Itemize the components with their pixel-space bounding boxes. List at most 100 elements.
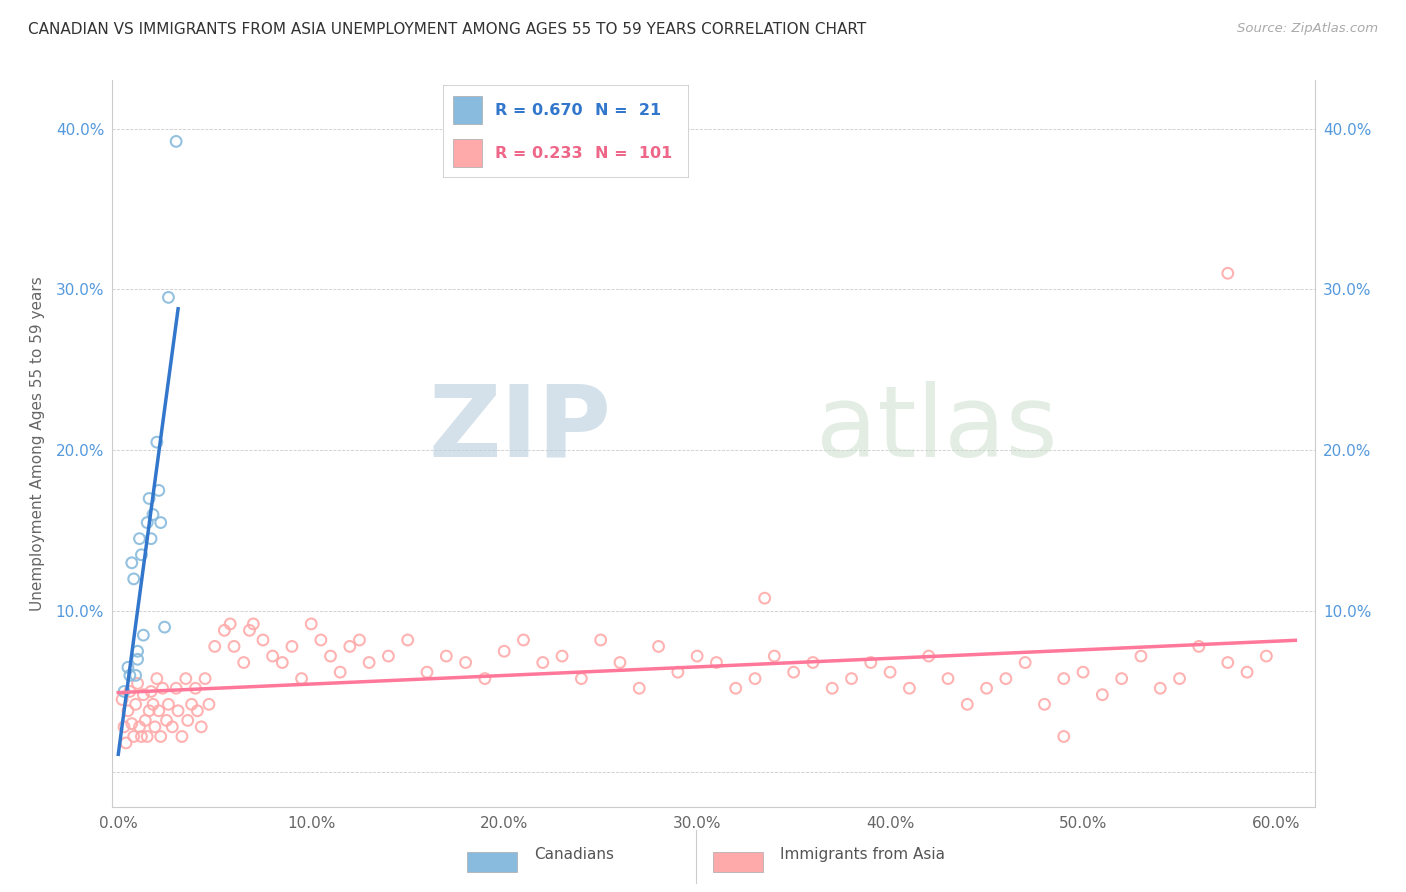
Point [122,572,145,586]
Point [127,676,149,690]
Point [1256,649,1278,664]
Point [724,681,747,696]
Point [628,681,651,696]
Point [194,672,217,686]
Point [1216,656,1239,670]
Point [454,656,477,670]
Point [1091,688,1114,702]
Point [131,548,153,562]
Point [252,632,274,647]
Point [242,616,264,631]
Point [1129,649,1152,664]
Point [127,652,149,666]
Point [1188,640,1211,654]
Point [976,681,998,696]
Point [180,698,202,712]
Bar [453,139,482,167]
Point [139,684,162,698]
Text: Immigrants from Asia: Immigrants from Asia [780,847,945,862]
Point [763,649,786,664]
Point [474,672,496,686]
Point [115,736,138,750]
Point [214,624,236,638]
Point [232,656,254,670]
Text: R = 0.670: R = 0.670 [495,103,582,118]
Point [956,698,979,712]
Point [647,640,669,654]
Text: N =  101: N = 101 [596,145,672,161]
Point [139,532,162,546]
Point [377,649,399,664]
Point [754,591,776,606]
Point [167,704,190,718]
Point [1216,266,1239,280]
Point [134,714,156,728]
Point [136,516,159,530]
Point [666,665,689,680]
Point [143,720,166,734]
Point [170,730,193,744]
Point [157,698,180,712]
Bar [467,852,517,871]
Point [121,716,143,731]
Point [309,632,332,647]
Point [162,720,184,734]
Point [132,688,155,702]
Point [744,672,766,686]
Point [782,665,804,680]
Point [339,640,361,654]
Point [117,704,139,718]
Point [131,730,153,744]
Point [1149,681,1171,696]
Point [165,681,187,696]
Point [531,656,554,670]
Point [222,640,245,654]
Point [186,704,208,718]
Point [589,632,612,647]
Point [219,616,242,631]
Point [349,632,371,647]
Point [686,649,709,664]
Point [494,644,516,658]
Point [262,649,284,664]
Y-axis label: Unemployment Among Ages 55 to 59 years: Unemployment Among Ages 55 to 59 years [30,277,45,611]
Point [117,660,139,674]
Point [359,656,381,670]
Point [152,681,174,696]
Point [146,435,169,450]
Point [111,692,134,706]
Point [1014,656,1036,670]
Point [136,730,159,744]
Point [146,672,169,686]
Point [551,649,574,664]
Point [1033,698,1056,712]
Point [1071,665,1094,680]
Point [281,640,304,654]
Point [122,730,145,744]
Text: atlas: atlas [815,381,1057,478]
Point [1236,665,1258,680]
Point [165,135,187,149]
Point [801,656,824,670]
Point [148,704,170,718]
Point [112,684,135,698]
Point [416,665,439,680]
Text: CANADIAN VS IMMIGRANTS FROM ASIA UNEMPLOYMENT AMONG AGES 55 TO 59 YEARS CORRELAT: CANADIAN VS IMMIGRANTS FROM ASIA UNEMPLO… [28,22,866,37]
Point [1168,672,1191,686]
Point [118,684,141,698]
Point [112,720,135,734]
Point [118,668,141,682]
Point [271,656,294,670]
Point [128,720,150,734]
Point [142,508,165,522]
Point [138,491,160,506]
FancyBboxPatch shape [443,85,689,178]
Point [821,681,844,696]
Point [1053,730,1076,744]
Point [434,649,457,664]
Point [569,672,592,686]
Point [148,483,170,498]
Point [127,644,149,658]
Text: R = 0.233: R = 0.233 [495,145,582,161]
Point [299,616,322,631]
